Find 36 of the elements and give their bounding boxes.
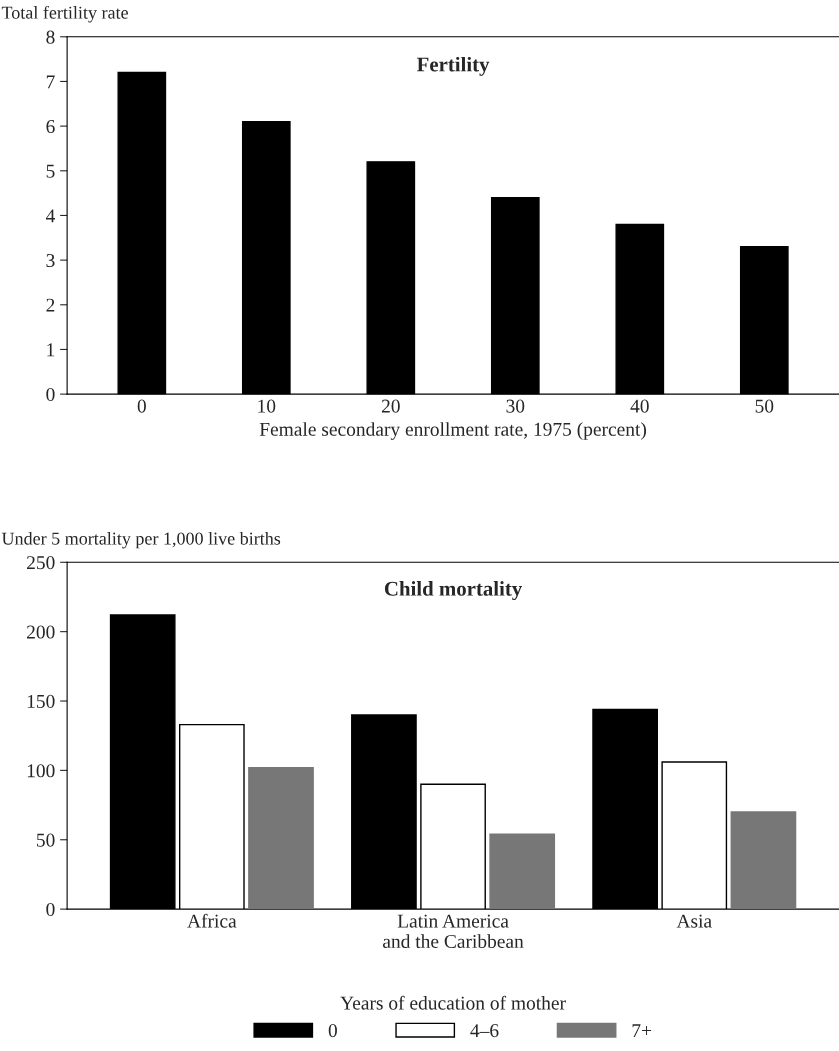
y-tick-label: 2	[46, 298, 55, 312]
legend-label: 4–6	[470, 1024, 499, 1038]
x-tick-label: 20	[381, 399, 400, 413]
legend-title: Years of education of mother	[340, 995, 566, 1010]
bar	[489, 833, 556, 910]
x-tick-label: 30	[506, 399, 525, 413]
legend-label: 0	[328, 1024, 337, 1038]
legend-label: 7+	[632, 1024, 652, 1037]
bar	[248, 766, 314, 910]
x-tick-label: 10	[258, 399, 276, 413]
y-tick-label: 0	[46, 902, 55, 917]
bar	[730, 811, 797, 910]
y-axis-title: Under 5 mortality per 1,000 live births	[1, 531, 281, 549]
x-tick-label: Africa	[187, 913, 237, 928]
y-tick-label: 6	[46, 119, 55, 134]
text: Fertility	[416, 56, 490, 76]
y-tick-label: 100	[27, 764, 55, 778]
x-tick-label: 40	[630, 399, 649, 413]
y-axis-title: Total fertility rate	[1, 5, 128, 23]
x-tick-label: 50	[755, 399, 774, 413]
x-tick-label: 0	[137, 399, 146, 413]
y-tick-label: 250	[27, 556, 55, 570]
y-tick-label: 200	[27, 625, 55, 639]
x-axis-title: Female secondary enrollment rate, 1975 (percent)	[259, 422, 647, 440]
y-tick-label: 1	[47, 343, 55, 357]
text: Child mortality	[384, 581, 523, 601]
y-tick-label: 5	[46, 164, 55, 178]
x-tick-label: Latin America and the Caribbean	[383, 914, 524, 948]
y-tick-label: 150	[27, 694, 55, 708]
y-tick-label: 0	[46, 387, 55, 402]
y-tick-label: 8	[46, 30, 55, 44]
y-tick-label: 7	[46, 75, 55, 89]
y-tick-label: 50	[37, 833, 55, 847]
y-tick-label: 4	[45, 209, 56, 223]
x-tick-label: Asia	[676, 914, 712, 928]
y-tick-label: 3	[46, 253, 55, 268]
